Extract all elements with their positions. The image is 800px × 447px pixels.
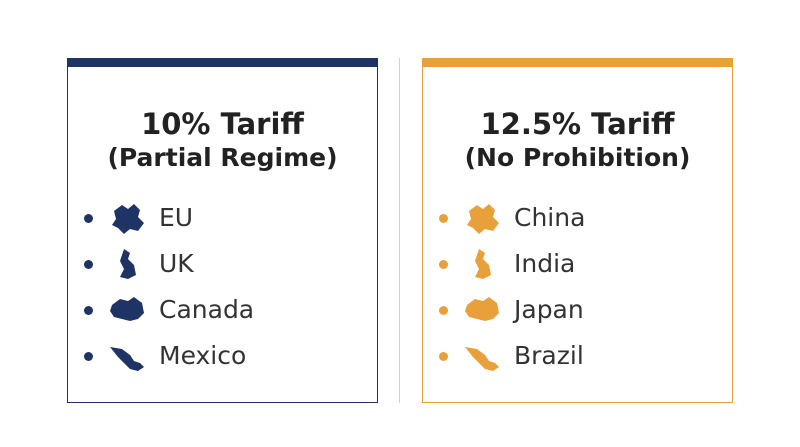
country-icon bbox=[475, 249, 491, 279]
bullet bbox=[84, 260, 93, 269]
country-shape bbox=[112, 204, 144, 234]
list-item: China bbox=[423, 199, 732, 239]
bullet bbox=[439, 352, 448, 361]
bullet bbox=[439, 214, 448, 223]
country-shape bbox=[467, 204, 499, 234]
panel: 10% Tariff (Partial Regime) EU UK Canada Me… bbox=[67, 58, 378, 403]
list-item: Mexico bbox=[68, 337, 377, 377]
panel: 12.5% Tariff (No Prohibition) China India… bbox=[422, 58, 733, 403]
country-label: EU bbox=[159, 203, 194, 232]
list-item: UK bbox=[68, 245, 377, 285]
country-shape bbox=[110, 347, 144, 371]
country-shape bbox=[465, 297, 499, 321]
country-label: Mexico bbox=[159, 341, 247, 370]
country-label: Japan bbox=[514, 295, 584, 324]
list-item: India bbox=[423, 245, 732, 285]
country-icon bbox=[120, 249, 136, 279]
country-icon bbox=[465, 297, 499, 321]
country-icon bbox=[110, 347, 144, 371]
bullet bbox=[439, 306, 448, 315]
country-icon bbox=[467, 204, 499, 234]
bullet bbox=[84, 214, 93, 223]
list-item: Canada bbox=[68, 291, 377, 331]
country-icon bbox=[112, 204, 144, 234]
panel-subtitle: (Partial Regime) bbox=[107, 143, 338, 172]
country-shape bbox=[120, 249, 136, 279]
country-label: UK bbox=[159, 249, 194, 278]
panel-subtitle: (No Prohibition) bbox=[464, 143, 691, 172]
list-item: EU bbox=[68, 199, 377, 239]
panel-top-bar bbox=[67, 58, 378, 67]
country-icon bbox=[110, 297, 144, 321]
country-shape bbox=[465, 347, 499, 371]
country-label: China bbox=[514, 203, 586, 232]
country-icon bbox=[465, 347, 499, 371]
panel-title: 10% Tariff bbox=[141, 107, 304, 141]
panel-top-bar bbox=[422, 58, 733, 67]
bullet bbox=[84, 352, 93, 361]
country-label: Canada bbox=[159, 295, 255, 324]
country-shape bbox=[475, 249, 491, 279]
divider bbox=[399, 58, 400, 403]
list-item: Brazil bbox=[423, 337, 732, 377]
country-label: India bbox=[514, 249, 576, 278]
panel-title: 12.5% Tariff bbox=[480, 107, 675, 141]
bullet bbox=[439, 260, 448, 269]
bullet bbox=[84, 306, 93, 315]
country-label: Brazil bbox=[514, 341, 584, 370]
country-shape bbox=[110, 297, 144, 321]
list-item: Japan bbox=[423, 291, 732, 331]
